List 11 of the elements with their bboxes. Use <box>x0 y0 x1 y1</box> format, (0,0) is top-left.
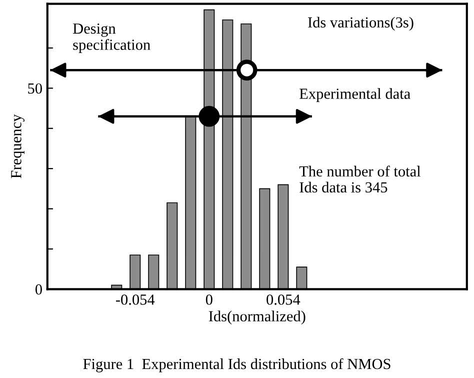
annotation: Ids variations(3s) <box>308 16 414 31</box>
annotation: The number of total Ids data is 345 <box>299 166 421 193</box>
x-tick-label: 0 <box>206 294 212 305</box>
y-axis-title: Frequency <box>11 114 24 178</box>
annotation: Experimental data <box>300 88 410 102</box>
y-tick-label: 50 <box>28 83 42 94</box>
x-axis-title: Ids(normalized) <box>208 310 306 325</box>
annotation: Design specification <box>73 23 150 54</box>
x-tick-label: 0.054 <box>266 294 300 305</box>
caption: Figure 1 Experimental Ids distributions of NMOS <box>83 358 390 372</box>
x-tick-label: -0.054 <box>116 294 155 305</box>
